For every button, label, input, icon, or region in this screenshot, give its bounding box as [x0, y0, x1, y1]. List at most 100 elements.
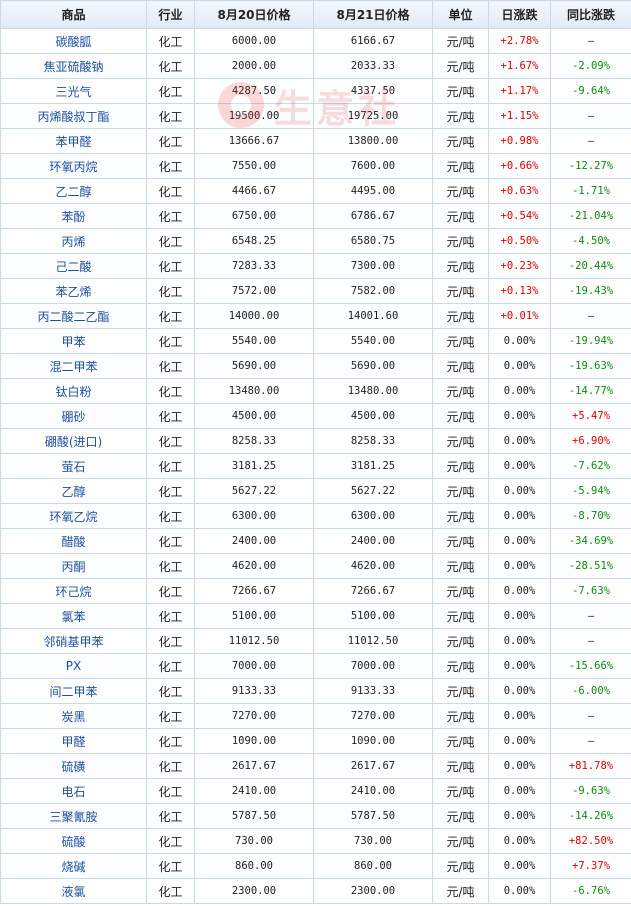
unit-cell: 元/吨: [432, 653, 489, 679]
unit-cell: 元/吨: [432, 78, 489, 104]
industry-cell: 化工: [146, 878, 195, 904]
unit-cell: 元/吨: [432, 103, 489, 129]
table-row: 萤石 化工 3181.25 3181.25 元/吨 0.00% -7.62%: [0, 453, 631, 479]
product-name[interactable]: 丙烯酸叔丁酯: [0, 103, 147, 129]
price-aug21-cell: 13800.00: [313, 128, 433, 154]
header-unit[interactable]: 单位: [432, 0, 489, 29]
yoy-change-cell: -4.50%: [550, 228, 631, 254]
daily-change-cell: 0.00%: [488, 428, 551, 454]
product-name[interactable]: 电石: [0, 778, 147, 804]
price-aug21-cell: 5690.00: [313, 353, 433, 379]
product-name[interactable]: 烧碱: [0, 853, 147, 879]
price-aug20-cell: 2300.00: [194, 878, 314, 904]
price-aug20-cell: 6750.00: [194, 203, 314, 229]
industry-cell: 化工: [146, 478, 195, 504]
product-name[interactable]: 间二甲苯: [0, 678, 147, 704]
industry-cell: 化工: [146, 178, 195, 204]
price-aug21-cell: 5627.22: [313, 478, 433, 504]
product-name[interactable]: PX: [0, 653, 147, 679]
product-name[interactable]: 苯酚: [0, 203, 147, 229]
header-daily-change[interactable]: 日涨跌: [488, 0, 551, 29]
product-name[interactable]: 乙二醇: [0, 178, 147, 204]
price-aug21-cell: 2617.67: [313, 753, 433, 779]
table-row: 三聚氰胺 化工 5787.50 5787.50 元/吨 0.00% -14.26%: [0, 803, 631, 829]
product-name[interactable]: 乙醇: [0, 478, 147, 504]
product-name[interactable]: 硫酸: [0, 828, 147, 854]
daily-change-cell: +0.13%: [488, 278, 551, 304]
table-row: 甲醛 化工 1090.00 1090.00 元/吨 0.00% —: [0, 728, 631, 754]
price-aug21-cell: 1090.00: [313, 728, 433, 754]
industry-cell: 化工: [146, 28, 195, 54]
product-name[interactable]: 焦亚硫酸钠: [0, 53, 147, 79]
price-aug21-cell: 730.00: [313, 828, 433, 854]
product-name[interactable]: 己二酸: [0, 253, 147, 279]
price-aug21-cell: 14001.60: [313, 303, 433, 329]
daily-change-cell: 0.00%: [488, 753, 551, 779]
product-name[interactable]: 炭黑: [0, 703, 147, 729]
header-industry[interactable]: 行业: [146, 0, 195, 29]
yoy-change-cell: -19.63%: [550, 353, 631, 379]
daily-change-cell: 0.00%: [488, 828, 551, 854]
yoy-change-cell: —: [550, 103, 631, 129]
industry-cell: 化工: [146, 203, 195, 229]
product-name[interactable]: 三光气: [0, 78, 147, 104]
daily-change-cell: +1.17%: [488, 78, 551, 104]
product-name[interactable]: 丙酮: [0, 553, 147, 579]
unit-cell: 元/吨: [432, 378, 489, 404]
product-name[interactable]: 丙烯: [0, 228, 147, 254]
daily-change-cell: 0.00%: [488, 628, 551, 654]
product-name[interactable]: 硫磺: [0, 753, 147, 779]
header-price-aug21[interactable]: 8月21日价格: [313, 0, 433, 29]
product-name[interactable]: 苯乙烯: [0, 278, 147, 304]
product-name[interactable]: 环氧乙烷: [0, 503, 147, 529]
unit-cell: 元/吨: [432, 303, 489, 329]
yoy-change-cell: —: [550, 603, 631, 629]
price-aug20-cell: 5100.00: [194, 603, 314, 629]
yoy-change-cell: -8.70%: [550, 503, 631, 529]
industry-cell: 化工: [146, 228, 195, 254]
daily-change-cell: 0.00%: [488, 553, 551, 579]
product-name[interactable]: 苯甲醛: [0, 128, 147, 154]
product-name[interactable]: 甲醛: [0, 728, 147, 754]
price-aug21-cell: 7600.00: [313, 153, 433, 179]
product-name[interactable]: 邻硝基甲苯: [0, 628, 147, 654]
industry-cell: 化工: [146, 128, 195, 154]
header-product[interactable]: 商品: [0, 0, 147, 29]
price-aug21-cell: 6580.75: [313, 228, 433, 254]
price-aug21-cell: 2033.33: [313, 53, 433, 79]
price-aug21-cell: 5540.00: [313, 328, 433, 354]
unit-cell: 元/吨: [432, 778, 489, 804]
price-aug21-cell: 11012.50: [313, 628, 433, 654]
product-name[interactable]: 混二甲苯: [0, 353, 147, 379]
header-price-aug20[interactable]: 8月20日价格: [194, 0, 314, 29]
product-name[interactable]: 萤石: [0, 453, 147, 479]
price-aug21-cell: 7582.00: [313, 278, 433, 304]
product-name[interactable]: 硼砂: [0, 403, 147, 429]
table-row: 丙二酸二乙酯 化工 14000.00 14001.60 元/吨 +0.01% —: [0, 303, 631, 329]
industry-cell: 化工: [146, 803, 195, 829]
product-name[interactable]: 硼酸(进口): [0, 428, 147, 454]
product-name[interactable]: 环己烷: [0, 578, 147, 604]
price-aug21-cell: 8258.33: [313, 428, 433, 454]
header-yoy-change[interactable]: 同比涨跌: [550, 0, 631, 29]
product-name[interactable]: 甲苯: [0, 328, 147, 354]
price-aug21-cell: 4620.00: [313, 553, 433, 579]
product-name[interactable]: 丙二酸二乙酯: [0, 303, 147, 329]
unit-cell: 元/吨: [432, 703, 489, 729]
product-name[interactable]: 碳酸胍: [0, 28, 147, 54]
industry-cell: 化工: [146, 353, 195, 379]
unit-cell: 元/吨: [432, 553, 489, 579]
table-row: 乙醇 化工 5627.22 5627.22 元/吨 0.00% -5.94%: [0, 478, 631, 504]
product-name[interactable]: 环氧丙烷: [0, 153, 147, 179]
product-name[interactable]: 醋酸: [0, 528, 147, 554]
yoy-change-cell: -14.26%: [550, 803, 631, 829]
product-name[interactable]: 钛白粉: [0, 378, 147, 404]
daily-change-cell: +2.78%: [488, 28, 551, 54]
product-name[interactable]: 液氯: [0, 878, 147, 904]
product-name[interactable]: 三聚氰胺: [0, 803, 147, 829]
industry-cell: 化工: [146, 253, 195, 279]
price-aug20-cell: 860.00: [194, 853, 314, 879]
industry-cell: 化工: [146, 403, 195, 429]
price-aug21-cell: 6166.67: [313, 28, 433, 54]
product-name[interactable]: 氯苯: [0, 603, 147, 629]
